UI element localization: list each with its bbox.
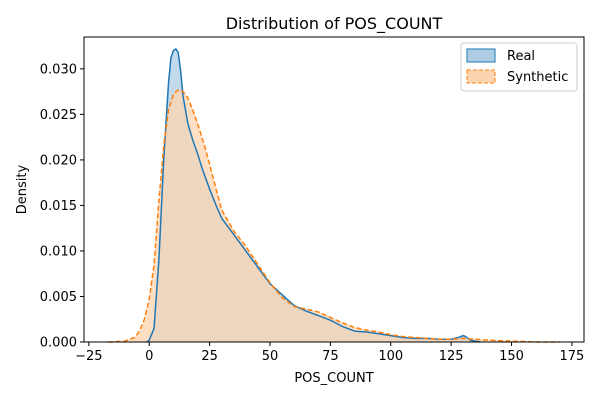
x-tick-label: 0 [145, 349, 153, 364]
y-tick-label: 0.005 [40, 290, 77, 305]
legend-label-synthetic: Synthetic [507, 70, 568, 85]
y-axis-label: Density [15, 164, 30, 214]
series-layer [108, 48, 560, 343]
line-synthetic [108, 89, 560, 343]
y-tick-label: 0.025 [40, 108, 77, 123]
y-tick-label: 0.015 [40, 199, 77, 214]
y-tick-label: 0.010 [40, 244, 77, 259]
x-tick-label: 150 [499, 349, 524, 364]
area-synthetic [108, 89, 560, 342]
x-tick-label: −25 [75, 349, 102, 364]
x-axis: −25 0 25 50 75 100 125 150 175 [75, 342, 584, 364]
x-tick-label: 75 [322, 349, 339, 364]
x-tick-label: 100 [378, 349, 403, 364]
legend-swatch-real [466, 48, 496, 63]
legend-swatch-synthetic [466, 69, 496, 84]
line-real [146, 48, 481, 343]
y-tick-label: 0.000 [40, 336, 77, 351]
y-tick-label: 0.020 [40, 153, 77, 168]
plot-frame [83, 36, 585, 343]
y-tick-label: 0.030 [40, 62, 77, 77]
x-tick-label: 175 [560, 349, 585, 364]
y-axis: 0.000 0.005 0.010 0.015 0.020 0.025 0.030 [40, 62, 84, 351]
x-tick-label: 50 [262, 349, 279, 364]
chart-title: Distribution of POS_COUNT [226, 14, 443, 34]
x-tick-label: 125 [439, 349, 464, 364]
legend-label-real: Real [507, 49, 535, 64]
x-tick-label: 25 [201, 349, 218, 364]
x-axis-label: POS_COUNT [294, 371, 373, 386]
legend: Real Synthetic [460, 42, 578, 92]
